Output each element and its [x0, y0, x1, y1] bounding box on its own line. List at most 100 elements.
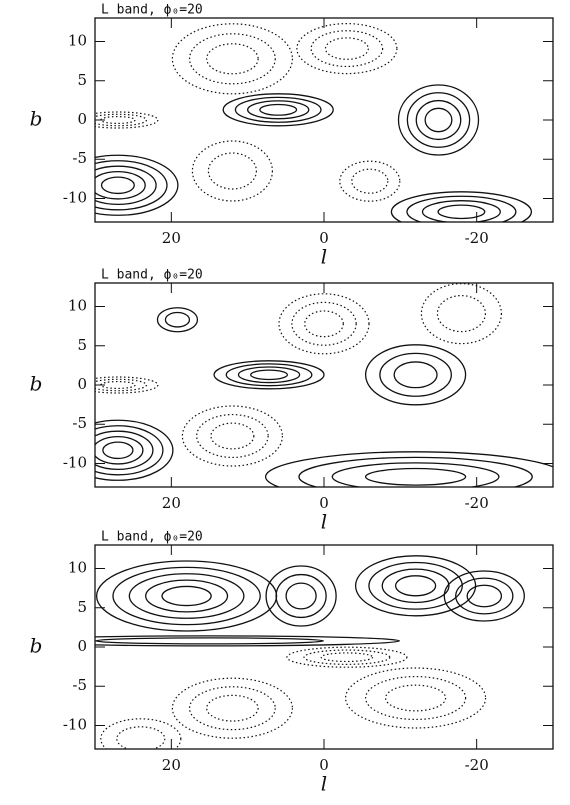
positive-contour [264, 451, 553, 487]
contours [95, 283, 553, 487]
y-axis-label: b [30, 634, 43, 658]
negative-contour [385, 684, 447, 712]
positive-contour [394, 575, 437, 597]
y-tick-label: 5 [77, 71, 87, 89]
positive-contour [128, 573, 245, 619]
positive-contour [237, 366, 301, 384]
negative-contour [420, 283, 502, 345]
y-tick-label: -5 [72, 676, 87, 694]
y-tick-label: 5 [77, 598, 87, 616]
negative-contour [196, 413, 269, 459]
negative-contour [310, 30, 384, 68]
positive-contour [437, 204, 486, 220]
x-axis-label: l [321, 510, 327, 534]
positive-contour [259, 103, 298, 116]
negative-contour [351, 168, 389, 194]
positive-contour [164, 311, 191, 328]
negative-contour [278, 293, 370, 355]
x-tick-label: 20 [162, 756, 181, 774]
negative-contour [95, 111, 159, 129]
positive-contour [275, 573, 327, 619]
negative-contour [100, 718, 182, 749]
negative-contour [95, 376, 159, 394]
positive-contour [156, 307, 199, 333]
x-tick-label: -20 [465, 229, 489, 247]
y-tick-label: 0 [77, 110, 87, 128]
negative-contour [171, 677, 293, 739]
positive-contour [222, 93, 334, 127]
negative-contour [320, 652, 374, 663]
x-tick-label: -20 [465, 494, 489, 512]
panel: L band, ϕ₀=20 20 0 -20 10 5 0 -5 -10 l b [30, 3, 554, 269]
y-tick-label: -10 [63, 188, 87, 206]
positive-contour [455, 577, 514, 615]
y-tick-label: 10 [68, 32, 87, 50]
x-tick-label: 20 [162, 494, 181, 512]
chart-title: L band, ϕ₀=20 [101, 268, 203, 283]
x-tick-label: 0 [319, 229, 329, 247]
negative-contour [304, 310, 344, 338]
positive-contour [406, 195, 517, 222]
positive-contour [393, 361, 438, 389]
positive-contour [100, 176, 135, 195]
positive-contour [415, 99, 462, 141]
positive-contour [331, 462, 500, 487]
positive-contour [406, 92, 471, 148]
negative-contour [95, 378, 148, 392]
positive-contour [102, 441, 134, 460]
negative-contour [206, 43, 259, 75]
negative-contour [296, 22, 398, 75]
positive-contour [354, 555, 477, 617]
contours [95, 22, 533, 222]
x-tick-label: -20 [465, 756, 489, 774]
y-tick-label: 0 [77, 637, 87, 655]
y-tick-label: 5 [77, 336, 87, 354]
positive-contour [225, 363, 313, 387]
positive-contour [381, 568, 450, 604]
positive-contour [298, 456, 533, 487]
positive-contour [145, 579, 229, 613]
y-axis-label: b [30, 372, 43, 396]
x-tick-label: 20 [162, 229, 181, 247]
y-tick-label: -5 [72, 414, 87, 432]
positive-contour [95, 430, 154, 471]
y-tick-label: 0 [77, 375, 87, 393]
panel: L band, ϕ₀=20 20 0 -20 10 5 0 -5 -10 l b [30, 530, 554, 796]
positive-contour [95, 170, 146, 200]
negative-contour [303, 649, 391, 665]
negative-contour [291, 301, 357, 346]
positive-contour [95, 635, 401, 647]
x-axis-label: l [321, 245, 327, 269]
negative-contour [436, 295, 486, 333]
panel: L band, ϕ₀=20 20 0 -20 10 5 0 -5 -10 l b [30, 268, 554, 534]
positive-contour [466, 584, 503, 608]
y-tick-label: 10 [68, 297, 87, 315]
positive-contour [95, 637, 325, 645]
negative-contour [191, 140, 273, 202]
positive-contour [95, 154, 179, 216]
chart-title: L band, ϕ₀=20 [101, 530, 203, 545]
y-tick-label: -10 [63, 715, 87, 733]
positive-contour [397, 84, 480, 156]
positive-contour [285, 582, 317, 610]
y-tick-label: -10 [63, 453, 87, 471]
positive-contour [95, 160, 168, 211]
negative-contour [207, 152, 257, 190]
x-tick-label: 0 [319, 756, 329, 774]
negative-contour [188, 686, 276, 731]
negative-contour [210, 422, 255, 450]
negative-contour [100, 380, 136, 390]
negative-contour [206, 694, 259, 722]
y-axis-label: b [30, 107, 43, 131]
positive-contour [246, 100, 310, 120]
positive-contour [112, 566, 261, 626]
negative-contour [365, 675, 467, 721]
negative-contour [286, 646, 408, 668]
positive-contour [368, 561, 463, 610]
positive-contour [421, 200, 501, 222]
positive-contour [390, 191, 533, 222]
positive-contour [443, 570, 525, 622]
chart-title: L band, ϕ₀=20 [101, 3, 203, 18]
y-tick-label: 10 [68, 559, 87, 577]
frame [94, 17, 554, 223]
